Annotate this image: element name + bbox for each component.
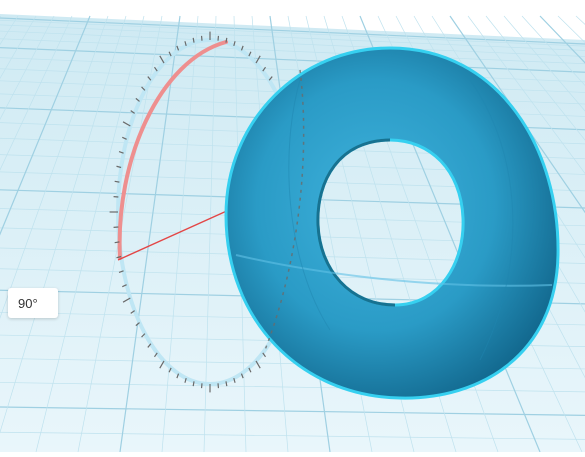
rotation-angle-label: 90°: [8, 288, 58, 318]
tick-mark: [115, 242, 120, 243]
tick-mark: [226, 381, 227, 386]
tick-mark: [115, 181, 120, 182]
tick-mark: [226, 38, 227, 43]
tick-mark: [193, 38, 194, 43]
tick-mark: [193, 381, 194, 386]
